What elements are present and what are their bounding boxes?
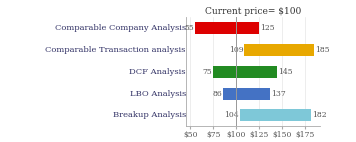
Text: 182: 182	[312, 111, 326, 119]
Bar	[240, 109, 311, 121]
Bar	[245, 44, 314, 56]
Text: 109: 109	[229, 46, 244, 54]
Text: LBO Analysis: LBO Analysis	[130, 90, 186, 98]
Text: Breakup Analysis: Breakup Analysis	[112, 111, 186, 119]
Text: 86: 86	[213, 90, 222, 98]
Text: 55: 55	[184, 24, 194, 32]
Text: 104: 104	[225, 111, 239, 119]
Title: Current price= $100: Current price= $100	[205, 7, 301, 16]
Bar	[223, 88, 270, 100]
Bar	[195, 22, 259, 34]
Text: Comparable Transaction analysis: Comparable Transaction analysis	[46, 46, 186, 54]
Text: 137: 137	[271, 90, 286, 98]
Text: 125: 125	[260, 24, 274, 32]
Text: 145: 145	[278, 68, 293, 76]
Bar	[213, 66, 277, 78]
Text: DCF Analysis: DCF Analysis	[129, 68, 186, 76]
Text: 185: 185	[315, 46, 329, 54]
Text: 75: 75	[203, 68, 213, 76]
Text: Comparable Company Analysis: Comparable Company Analysis	[55, 24, 186, 32]
